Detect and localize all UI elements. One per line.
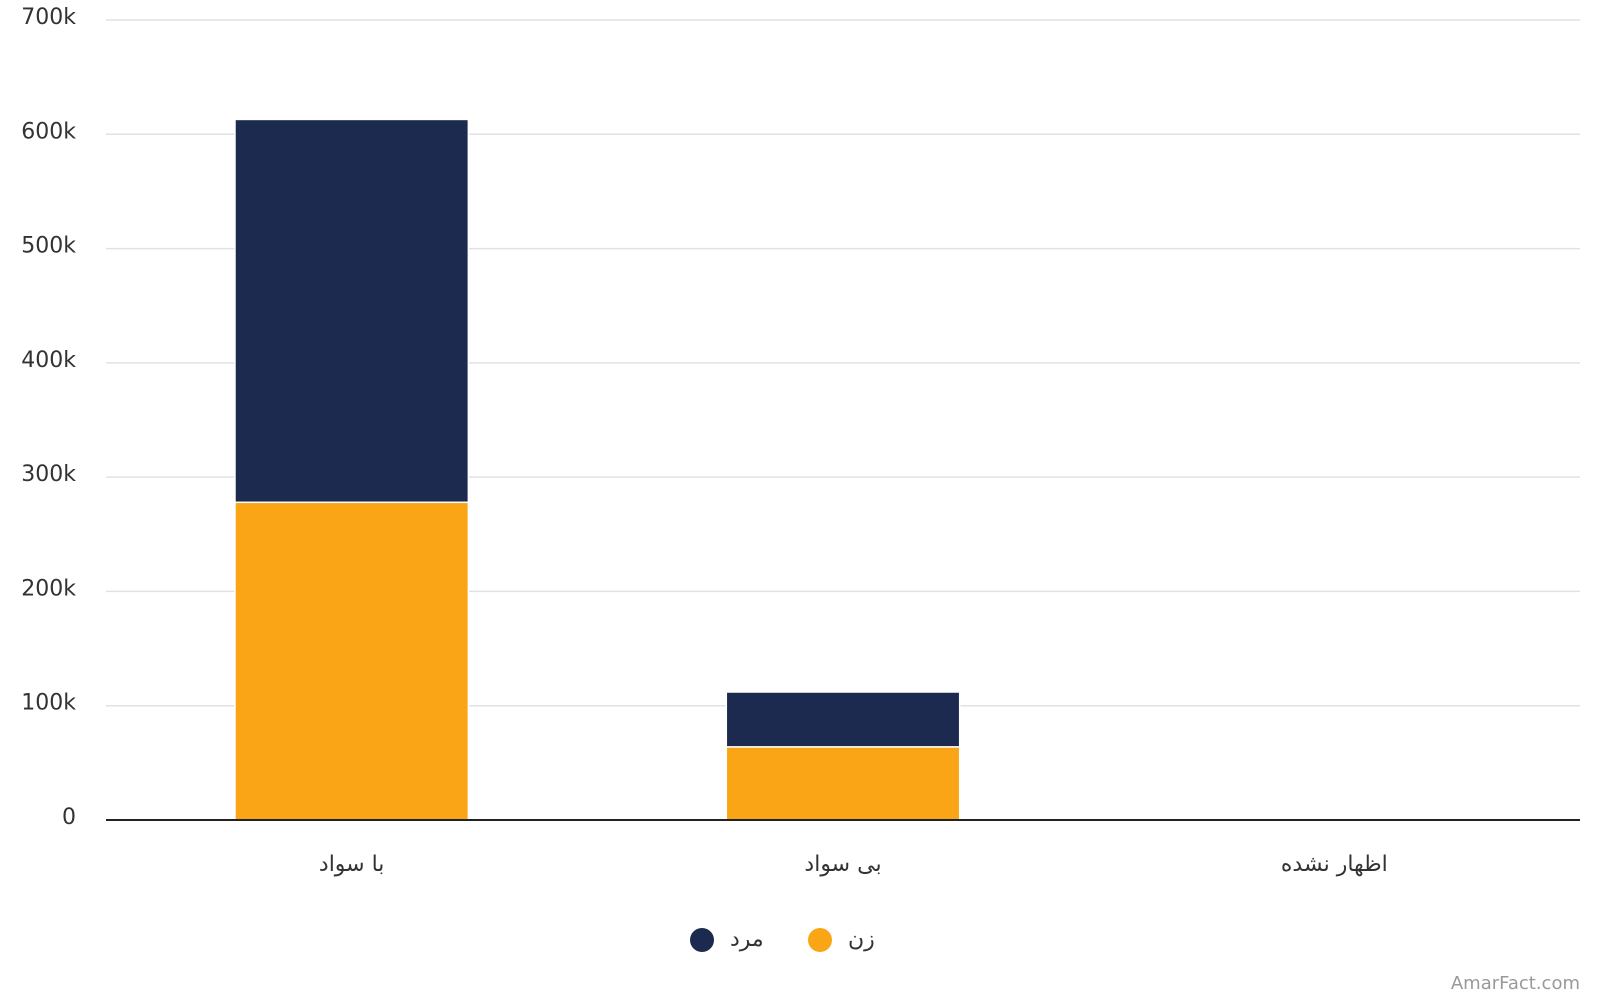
bar-segment (725, 691, 961, 748)
legend-marker (690, 928, 714, 952)
bar-segment (234, 501, 470, 821)
watermark: AmarFact.com (1451, 973, 1580, 994)
x-tick-label: بی سواد (804, 852, 881, 877)
legend-marker (808, 928, 832, 952)
x-tick-label: اظهار نشده (1281, 852, 1388, 877)
y-tick-label: 0 (62, 805, 76, 830)
legend-label: مرد (730, 927, 764, 952)
y-tick-label: 500k (21, 234, 76, 259)
x-tick-label: با سواد (319, 852, 385, 877)
legend-label: زن (848, 927, 875, 952)
y-tick-label: 300k (21, 462, 76, 487)
bar-segment (234, 118, 470, 504)
y-tick-label: 200k (21, 576, 76, 601)
bar-segment (725, 746, 961, 821)
y-tick-label: 400k (21, 348, 76, 373)
y-tick-label: 700k (21, 5, 76, 30)
y-tick-label: 100k (21, 691, 76, 716)
y-tick-label: 600k (21, 119, 76, 144)
